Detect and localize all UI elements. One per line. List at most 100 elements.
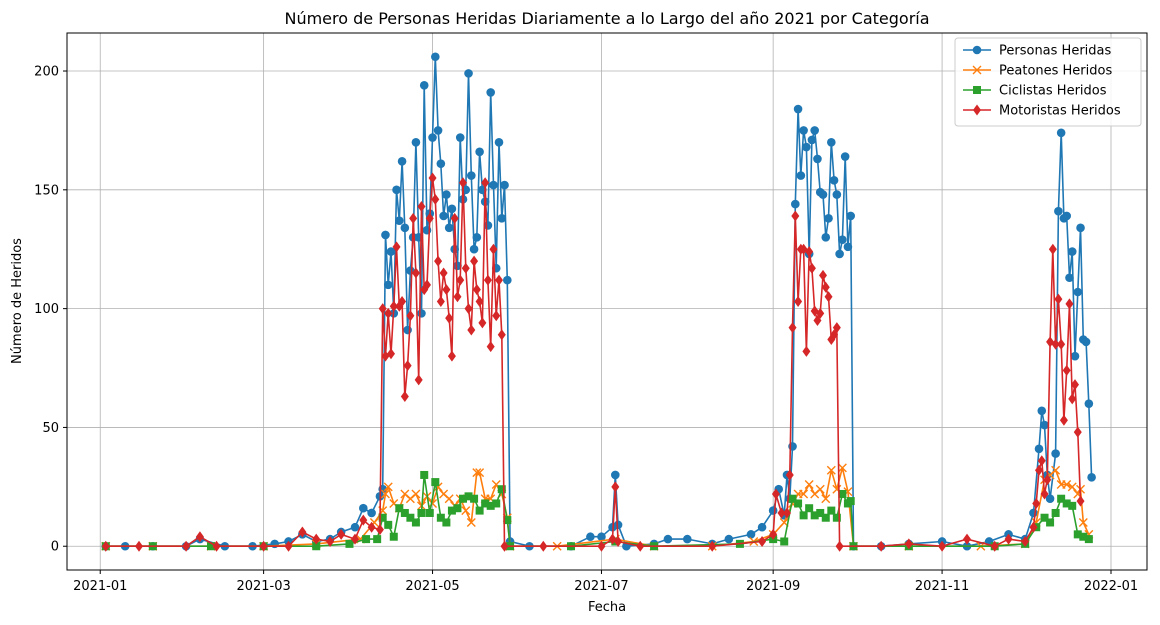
legend-label-personas-heridas: Personas Heridas xyxy=(999,44,1112,59)
data-point-ciclistas-heridos xyxy=(846,497,855,506)
data-point-motoristas-heridos xyxy=(1059,414,1068,426)
data-point-ciclistas-heridos xyxy=(389,532,398,541)
data-point-ciclistas-heridos xyxy=(780,537,789,546)
data-point-personas-heridas xyxy=(838,235,847,245)
data-point-motoristas-heridos xyxy=(101,540,110,552)
data-point-motoristas-heridos xyxy=(411,267,420,279)
data-point-personas-heridas xyxy=(663,534,673,544)
data-point-motoristas-heridos xyxy=(375,524,384,536)
data-point-motoristas-heridos xyxy=(1068,393,1077,405)
data-point-peatones-heridos xyxy=(821,494,831,504)
data-point-motoristas-heridos xyxy=(378,303,387,315)
data-point-peatones-heridos xyxy=(1051,465,1061,475)
data-point-motoristas-heridos xyxy=(464,303,473,315)
data-point-ciclistas-heridos xyxy=(1057,494,1066,503)
data-point-personas-heridas xyxy=(469,244,479,254)
data-point-personas-heridas xyxy=(350,522,360,532)
data-point-motoristas-heridos xyxy=(500,540,509,552)
data-point-ciclistas-heridos xyxy=(207,542,215,551)
data-point-personas-heridas xyxy=(1056,128,1066,138)
series-motoristas-heridos xyxy=(101,172,1085,552)
data-point-personas-heridas xyxy=(793,104,803,114)
data-point-motoristas-heridos xyxy=(434,255,443,267)
data-point-motoristas-heridos xyxy=(389,300,398,312)
legend-frame xyxy=(954,37,1142,127)
data-point-motoristas-heridos xyxy=(990,540,999,552)
data-point-motoristas-heridos xyxy=(492,310,501,322)
data-point-personas-heridas xyxy=(381,230,390,240)
x-tick-label: 2021-07 xyxy=(574,579,628,594)
data-point-personas-heridas xyxy=(821,233,831,242)
data-point-motoristas-heridos xyxy=(442,284,451,296)
data-point-ciclistas-heridos xyxy=(406,513,415,522)
data-point-personas-heridas xyxy=(746,530,756,539)
data-point-motoristas-heridos xyxy=(459,177,467,189)
data-point-ciclistas-heridos xyxy=(1046,518,1055,527)
data-point-motoristas-heridos xyxy=(475,296,484,307)
x-axis-title: Fecha xyxy=(588,600,626,615)
data-point-motoristas-heridos xyxy=(1065,298,1074,310)
y-axis-title: Número de Heridos xyxy=(10,238,25,364)
data-point-motoristas-heridos xyxy=(1057,338,1066,350)
data-point-peatones-heridos xyxy=(1067,482,1077,492)
data-point-motoristas-heridos xyxy=(439,267,448,279)
data-point-personas-heridas xyxy=(724,534,734,544)
data-point-peatones-heridos xyxy=(444,494,454,504)
data-point-motoristas-heridos xyxy=(783,507,791,519)
data-point-motoristas-heridos xyxy=(392,241,401,253)
data-point-motoristas-heridos xyxy=(1051,338,1060,350)
data-point-personas-heridas xyxy=(417,309,426,318)
data-point-motoristas-heridos xyxy=(436,296,445,307)
data-point-motoristas-heridos xyxy=(495,274,503,286)
x-tick-label: 2021-09 xyxy=(746,579,800,594)
data-point-personas-heridas xyxy=(802,142,811,152)
data-point-motoristas-heridos xyxy=(805,246,814,258)
data-point-personas-heridas xyxy=(486,88,495,97)
data-point-motoristas-heridos xyxy=(963,533,971,545)
data-point-ciclistas-heridos xyxy=(1068,501,1077,510)
data-point-personas-heridas xyxy=(835,249,844,259)
data-point-motoristas-heridos xyxy=(708,540,717,552)
data-point-motoristas-heridos xyxy=(1071,379,1079,391)
data-point-ciclistas-heridos xyxy=(378,513,387,522)
data-point-motoristas-heridos xyxy=(794,296,803,307)
data-point-motoristas-heridos xyxy=(387,348,395,360)
data-point-motoristas-heridos xyxy=(771,488,780,500)
data-point-peatones-heridos xyxy=(472,468,482,478)
data-point-motoristas-heridos xyxy=(414,374,423,386)
data-point-ciclistas-heridos xyxy=(447,506,456,515)
data-point-peatones-heridos xyxy=(1062,479,1072,489)
data-point-personas-heridas xyxy=(386,247,396,256)
data-point-motoristas-heridos xyxy=(1021,535,1030,547)
data-point-ciclistas-heridos xyxy=(788,494,797,503)
data-point-peatones-heridos xyxy=(826,465,836,475)
data-point-ciclistas-heridos xyxy=(1073,530,1082,539)
data-point-motoristas-heridos xyxy=(785,469,794,481)
data-point-motoristas-heridos xyxy=(298,526,307,538)
data-point-ciclistas-heridos xyxy=(816,508,825,517)
data-point-motoristas-heridos xyxy=(453,291,462,303)
data-point-motoristas-heridos xyxy=(1073,426,1082,438)
data-point-personas-heridas xyxy=(1029,508,1038,518)
data-point-personas-heridas xyxy=(442,190,451,199)
data-point-motoristas-heridos xyxy=(384,307,393,319)
data-point-motoristas-heridos xyxy=(788,322,797,334)
data-point-motoristas-heridos xyxy=(428,172,437,184)
data-point-motoristas-heridos xyxy=(938,540,947,552)
data-point-ciclistas-heridos xyxy=(1051,508,1060,517)
data-point-motoristas-heridos xyxy=(877,540,886,552)
data-point-ciclistas-heridos xyxy=(799,511,808,520)
data-point-motoristas-heridos xyxy=(1040,488,1049,500)
data-point-motoristas-heridos xyxy=(1035,464,1043,476)
data-point-ciclistas-heridos xyxy=(492,499,501,508)
data-point-motoristas-heridos xyxy=(467,324,476,336)
data-point-personas-heridas xyxy=(431,52,440,62)
data-point-personas-heridas xyxy=(1040,420,1049,430)
data-point-personas-heridas xyxy=(1065,273,1074,283)
data-point-personas-heridas xyxy=(1081,337,1091,347)
data-point-ciclistas-heridos xyxy=(1040,513,1049,522)
data-point-personas-heridas xyxy=(810,126,819,135)
data-point-ciclistas-heridos xyxy=(312,542,321,551)
plot-area xyxy=(101,52,1096,552)
data-point-personas-heridas xyxy=(1084,399,1094,408)
